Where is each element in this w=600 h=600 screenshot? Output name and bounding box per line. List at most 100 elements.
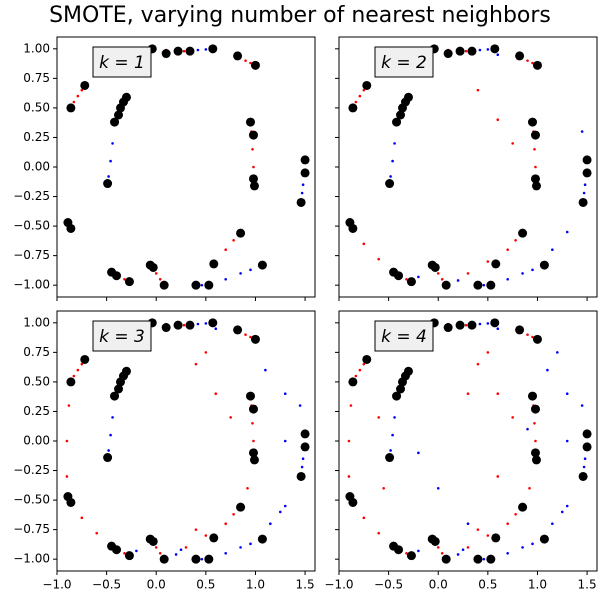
point [506, 522, 509, 526]
point [491, 259, 501, 269]
point [283, 392, 287, 396]
point [392, 391, 402, 401]
point [80, 362, 84, 366]
point [66, 497, 76, 507]
point [362, 362, 366, 366]
point [109, 433, 112, 437]
point [393, 142, 396, 145]
point [430, 262, 440, 272]
point [154, 546, 158, 549]
y-tick-label: −0.50 [13, 219, 50, 233]
point [394, 545, 404, 555]
point [278, 510, 282, 514]
point [528, 117, 537, 127]
axes-frame [56, 310, 316, 572]
point [417, 549, 420, 553]
point [65, 439, 69, 443]
point [300, 442, 310, 452]
point [173, 320, 183, 330]
point [161, 49, 171, 59]
axes-frame [338, 36, 598, 298]
y-tick-label: 0.75 [23, 345, 50, 359]
point [406, 551, 416, 561]
point [111, 142, 114, 145]
point [249, 61, 252, 65]
point [251, 421, 254, 425]
point [530, 404, 540, 414]
point [191, 280, 201, 290]
point [348, 103, 358, 113]
point [466, 522, 470, 526]
point [530, 130, 540, 140]
point [531, 268, 534, 272]
point [580, 130, 584, 133]
annotation: k = 3 [99, 327, 145, 347]
point [515, 325, 525, 335]
point [436, 546, 440, 549]
point [124, 551, 134, 561]
point [506, 248, 509, 252]
point [251, 147, 254, 151]
y-tick-label: 0.50 [23, 100, 50, 114]
point [476, 88, 480, 92]
point [358, 368, 362, 372]
point [112, 271, 122, 281]
point [526, 427, 529, 431]
point [456, 553, 460, 556]
y-tick-label: −0.50 [13, 493, 50, 507]
point [466, 272, 470, 275]
point [107, 175, 110, 178]
point [154, 272, 158, 275]
point [283, 504, 287, 508]
point [72, 374, 76, 378]
point [347, 475, 351, 478]
x-tick-label: 0.0 [429, 578, 448, 592]
point [506, 277, 509, 281]
point [233, 51, 243, 61]
point [224, 522, 227, 526]
point [158, 551, 162, 555]
point [246, 391, 255, 401]
annotation: k = 1 [99, 53, 145, 73]
x-tick-label: 0.0 [147, 578, 166, 592]
point [224, 248, 227, 252]
point [539, 260, 549, 270]
point [148, 536, 158, 546]
point [473, 280, 483, 290]
x-tick-label: 0.5 [196, 578, 215, 592]
x-tick-label: −1.0 [324, 578, 353, 592]
annotation-box [92, 320, 152, 352]
y-tick-label: −0.25 [13, 189, 50, 203]
point [80, 354, 90, 364]
point [224, 551, 227, 555]
point [349, 404, 353, 407]
point [362, 354, 372, 364]
annotation: k = 2 [381, 53, 427, 73]
point [300, 168, 310, 178]
point [204, 48, 208, 51]
point [182, 323, 186, 327]
point [526, 333, 529, 336]
point [490, 318, 500, 328]
point [486, 48, 490, 51]
point [184, 546, 188, 549]
point [456, 279, 460, 282]
point [114, 384, 124, 394]
point [354, 100, 358, 104]
point [174, 553, 178, 556]
point [377, 531, 380, 535]
point [224, 277, 227, 281]
point [95, 531, 98, 535]
annotation-box [374, 46, 434, 78]
point [232, 238, 235, 242]
point [398, 377, 408, 387]
point [200, 557, 204, 561]
point [406, 277, 416, 287]
point [464, 323, 468, 327]
point [204, 322, 208, 325]
point [65, 475, 69, 478]
point [301, 457, 305, 461]
point [440, 277, 444, 281]
point [80, 88, 84, 92]
point [385, 453, 395, 463]
